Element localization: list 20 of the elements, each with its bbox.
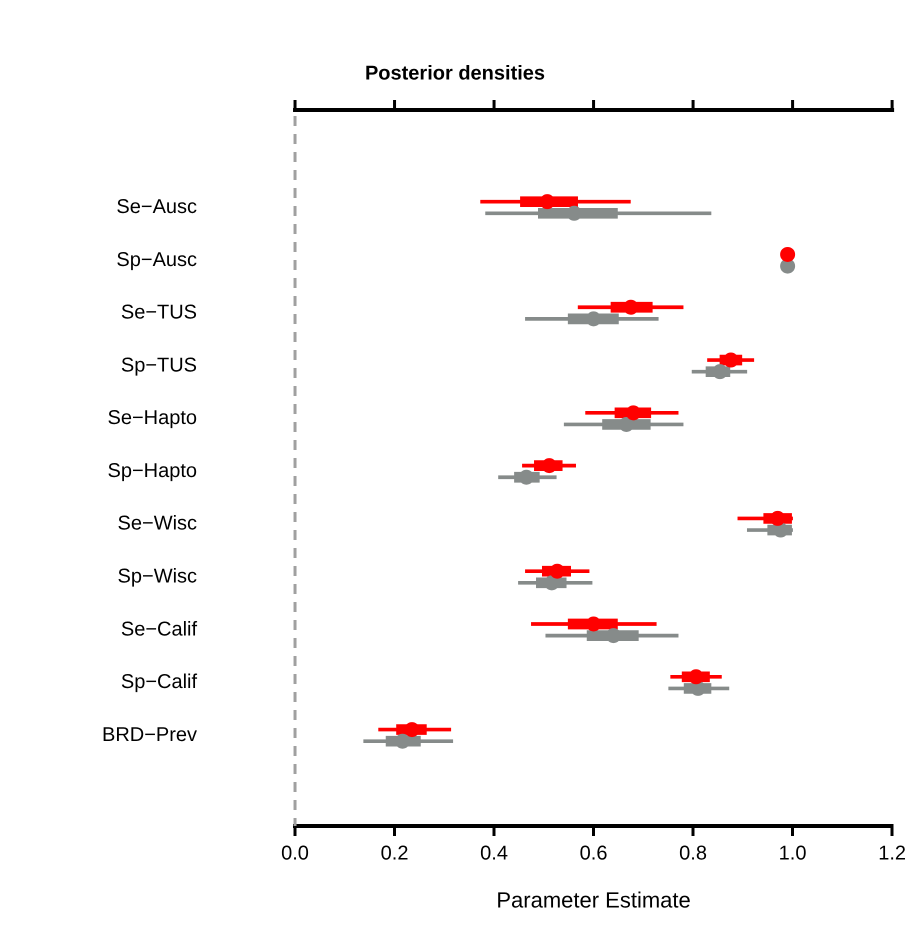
chart-title: Posterior densities [364,62,546,85]
y-tick-label: BRD−Prev [102,724,198,746]
y-tick-label: Se−Ausc [116,196,198,218]
x-tick-label: 0.2 [380,842,408,865]
y-tick-label: Sp−Wisc [118,566,198,588]
x-tick-label: 0.4 [480,842,508,865]
y-tick-label: Sp−TUS [120,354,198,376]
x-axis-title: Parameter Estimate [496,887,691,912]
y-tick-label: Sp−Hapto [108,460,198,482]
x-tick-label: 1.2 [878,842,906,865]
x-tick-label: 0.0 [281,842,309,865]
y-tick-label: Se−Hapto [108,407,198,430]
y-tick-label: Se−Wisc [118,512,198,535]
y-tick-label: Se−TUS [120,302,198,324]
y-tick-label: Se−Calif [120,618,198,640]
y-tick-label: Sp−Ausc [116,248,198,271]
x-tick-label: 0.6 [580,842,608,865]
y-tick-label: Sp−Calif [120,671,198,694]
x-tick-label: 0.8 [679,842,707,865]
x-tick-label: 1.0 [778,842,806,865]
